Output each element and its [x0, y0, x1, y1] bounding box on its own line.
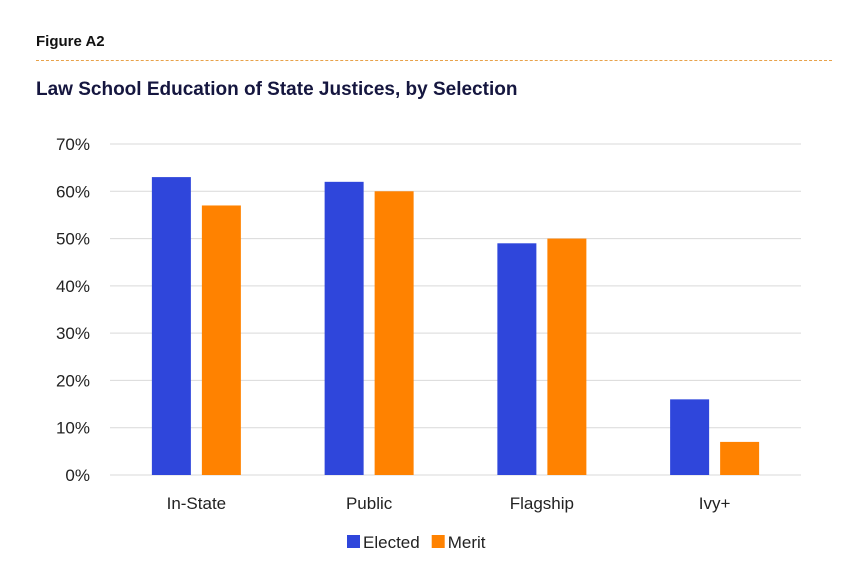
x-category-label: In-State — [167, 494, 227, 513]
bar-merit-flagship — [547, 238, 587, 475]
y-tick-label: 30% — [56, 324, 90, 343]
header-divider — [36, 60, 832, 61]
legend-label-elected: Elected — [363, 533, 420, 552]
y-axis-ticks: 0% 10% 20% 30% 40% 50% 60% 70% — [56, 135, 90, 485]
bars — [151, 177, 760, 476]
x-category-label: Public — [346, 494, 393, 513]
bar-elected-flagship — [497, 243, 537, 475]
x-axis-categories: In-State Public Flagship Ivy+ — [167, 494, 731, 513]
legend: Elected Merit — [347, 533, 486, 552]
legend-label-merit: Merit — [448, 533, 486, 552]
bar-elected-in-state — [151, 177, 191, 475]
y-tick-label: 40% — [56, 277, 90, 296]
legend-swatch-elected — [347, 535, 360, 548]
bar-merit-in-state — [201, 205, 241, 475]
chart-title: Law School Education of State Justices, … — [36, 79, 518, 100]
y-tick-label: 60% — [56, 182, 90, 201]
y-tick-label: 50% — [56, 230, 90, 249]
y-tick-label: 0% — [65, 466, 90, 485]
legend-swatch-merit — [431, 535, 445, 548]
y-tick-label: 70% — [56, 135, 90, 154]
bar-elected-public — [324, 181, 364, 476]
figure-label: Figure A2 — [36, 33, 105, 50]
bar-elected-ivy- — [670, 399, 710, 475]
x-category-label: Flagship — [510, 494, 574, 513]
bar-merit-public — [374, 191, 414, 476]
x-category-label: Ivy+ — [699, 494, 731, 513]
y-tick-label: 10% — [56, 419, 90, 438]
bar-merit-ivy- — [720, 441, 760, 475]
y-tick-label: 20% — [56, 371, 90, 390]
